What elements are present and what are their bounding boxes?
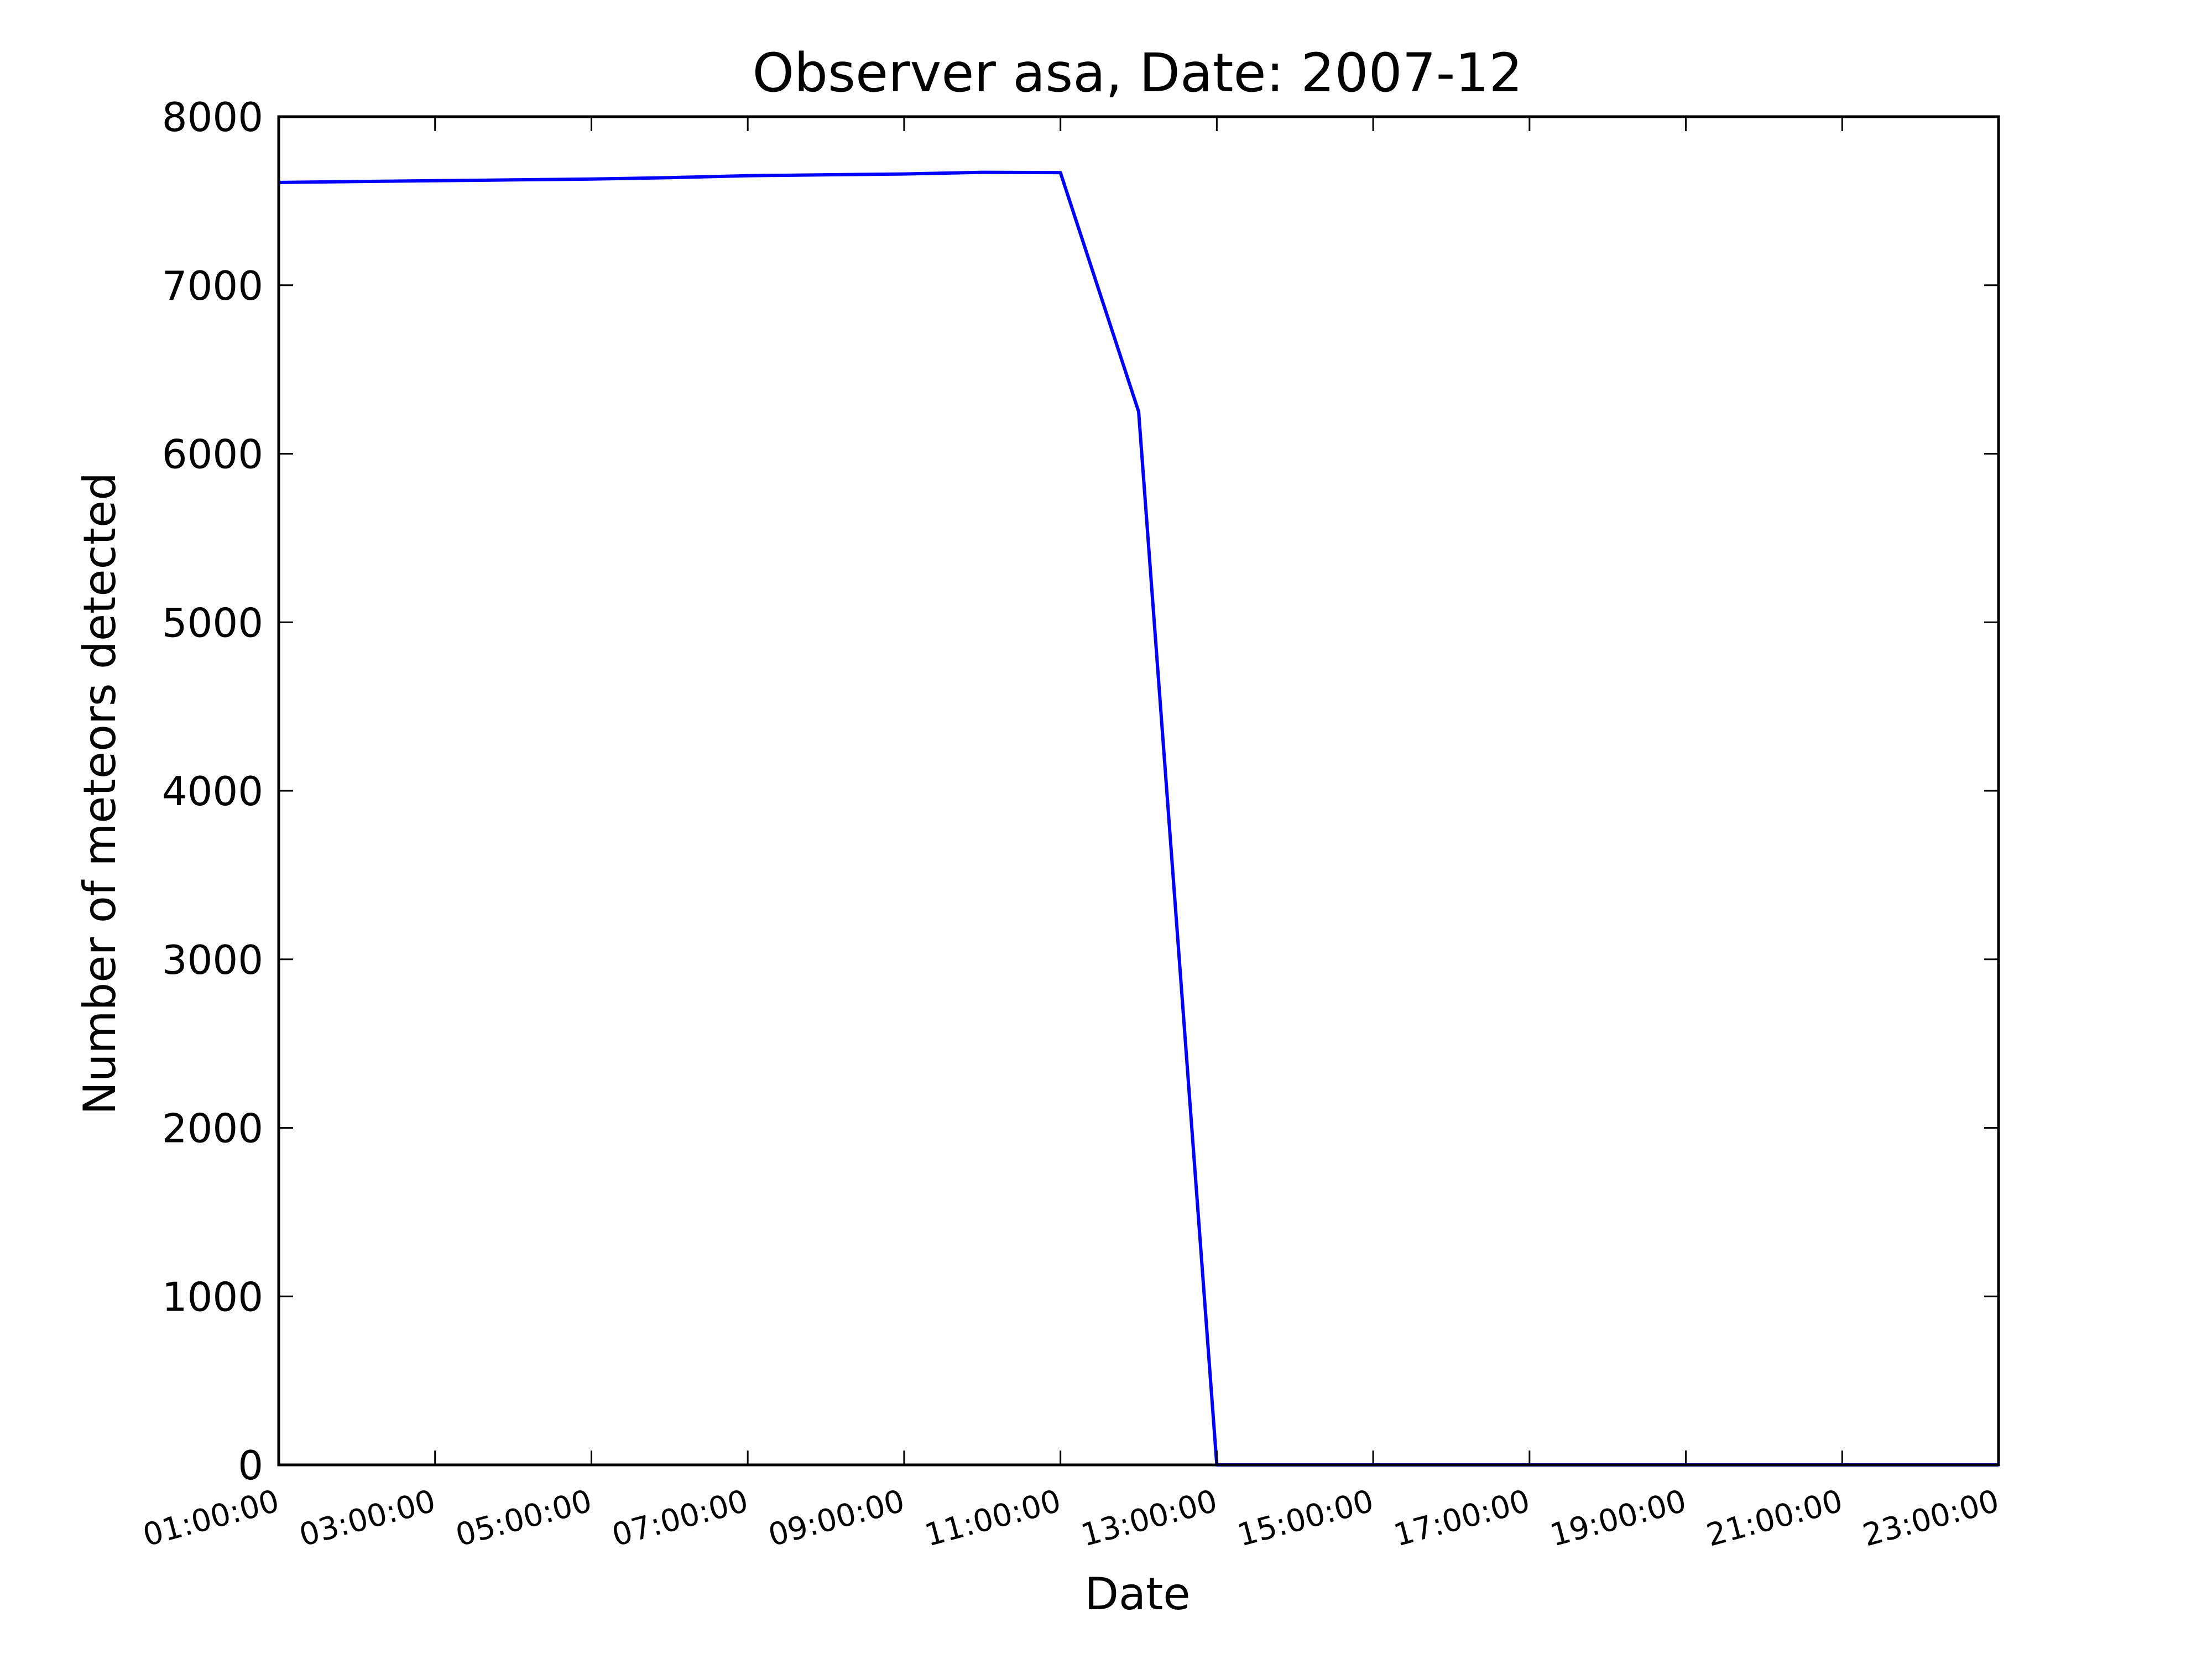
ytick-label: 5000: [162, 599, 263, 646]
y-axis-label: Number of meteors detected: [74, 472, 126, 1115]
chart-title: Observer asa, Date: 2007-12: [752, 42, 1522, 104]
ytick-label: 6000: [162, 431, 263, 478]
ytick-label: 0: [238, 1442, 263, 1489]
x-axis-label: Date: [1084, 1568, 1190, 1620]
axes-frame: [277, 115, 2000, 1467]
ytick-label: 1000: [162, 1274, 263, 1320]
ytick-label: 4000: [162, 768, 263, 815]
ytick-label: 7000: [162, 263, 263, 309]
ytick-label: 3000: [162, 937, 263, 983]
ytick-label: 2000: [162, 1105, 263, 1152]
ytick-label: 8000: [162, 94, 263, 140]
